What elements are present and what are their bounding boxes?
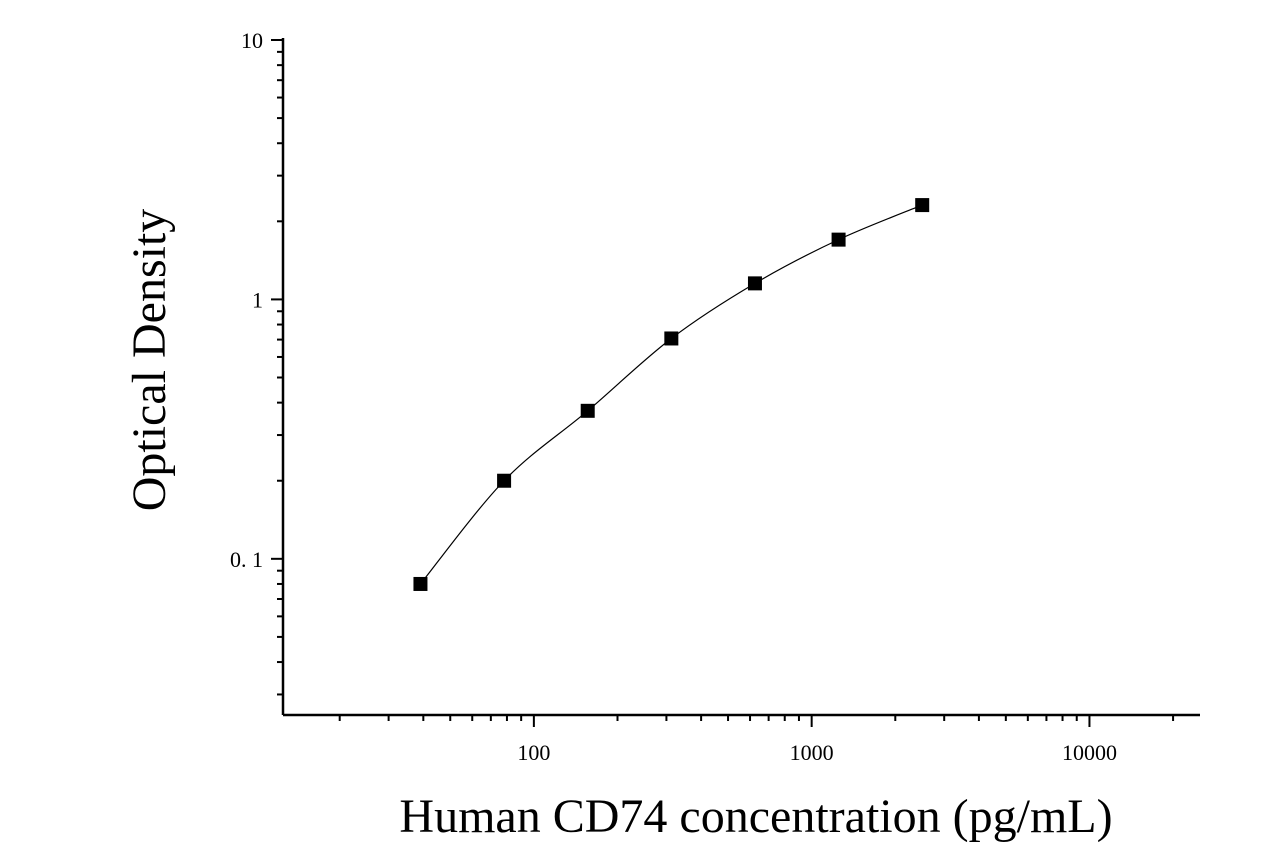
y-tick-label: 1 [252,287,263,312]
data-point [915,198,930,213]
data-point [413,576,428,591]
data-point [580,403,595,418]
y-tick-label: 0. 1 [230,547,263,572]
x-tick-label: 1000 [790,740,834,765]
y-axis-title: Optical Density [123,209,176,512]
x-axis-title: Human CD74 concentration (pg/mL) [399,790,1112,843]
data-point [831,232,846,247]
fit-curve [419,204,923,585]
data-point [747,276,762,291]
data-point [497,473,512,488]
x-tick-label: 10000 [1062,740,1117,765]
data-point [664,331,679,346]
x-tick-label: 100 [517,740,550,765]
y-tick-label: 10 [241,28,263,53]
